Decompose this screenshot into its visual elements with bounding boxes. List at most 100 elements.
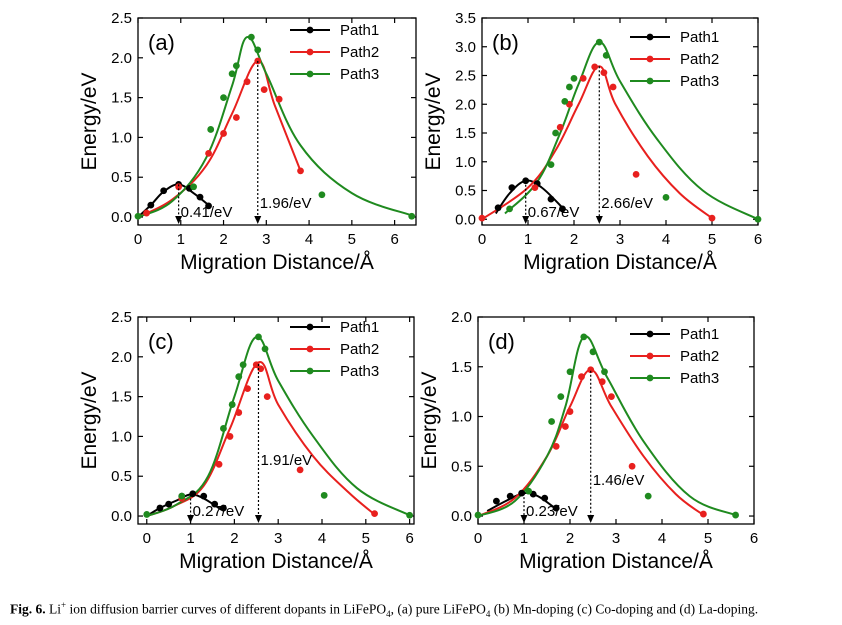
legend-label-path1: Path1 — [680, 29, 719, 46]
data-point-path1 — [494, 204, 502, 212]
x-tick-label: 6 — [390, 231, 398, 248]
data-point-path3 — [320, 491, 328, 499]
legend-marker-path1 — [306, 323, 314, 331]
data-point-path3 — [254, 46, 262, 54]
y-tick-label: 3.0 — [455, 39, 476, 56]
y-tick-label: 0.0 — [111, 209, 132, 226]
x-tick-label: 4 — [318, 530, 326, 547]
data-point-path2 — [205, 149, 212, 157]
legend-label-path3: Path3 — [340, 363, 379, 380]
data-point-path1 — [559, 205, 566, 213]
annotation-label: 1.46/eV — [593, 472, 645, 489]
x-tick-label: 4 — [662, 231, 670, 248]
series-line-path2 — [137, 60, 302, 218]
plot-frame — [481, 17, 759, 226]
data-point-path2 — [257, 365, 265, 373]
data-point-path3 — [207, 126, 215, 133]
data-point-path3 — [589, 348, 597, 356]
data-point-path3 — [255, 333, 262, 341]
figure-caption: Fig. 6. Li+ ion diffusion barrier curves… — [10, 600, 840, 619]
y-tick-label: 2.0 — [451, 309, 472, 326]
data-point-path3 — [474, 511, 482, 519]
data-point-path2 — [600, 69, 608, 77]
x-tick-label: 3 — [274, 530, 282, 547]
data-point-path3 — [235, 373, 243, 381]
data-point-path2 — [296, 466, 304, 474]
y-axis-label: Energy/eV — [422, 72, 445, 170]
x-axis-label: Migration Distance/Å — [519, 550, 713, 573]
x-tick-label: 3 — [262, 231, 270, 248]
data-point-path3 — [406, 511, 414, 519]
annotation-arrow — [587, 515, 595, 523]
annotation-label: 1.96/eV — [260, 195, 312, 212]
x-tick-label: 5 — [708, 231, 716, 248]
data-point-path3 — [644, 492, 652, 500]
data-point-path3 — [552, 129, 559, 137]
caption-sup: + — [61, 600, 67, 610]
x-tick-label: 3 — [616, 231, 624, 248]
data-point-path2 — [254, 57, 262, 65]
data-point-path3 — [602, 51, 610, 59]
data-point-path1 — [156, 504, 164, 512]
legend-label-path2: Path2 — [340, 44, 379, 61]
data-point-path3 — [318, 191, 326, 199]
y-tick-label: 1.5 — [451, 359, 472, 376]
data-point-path2 — [371, 510, 378, 518]
x-tick-label: 4 — [658, 530, 666, 547]
data-point-path2 — [552, 442, 560, 450]
legend-marker-path3 — [646, 374, 654, 382]
annotation-arrow — [520, 515, 528, 523]
data-point-path2 — [628, 462, 636, 470]
data-point-path2 — [297, 167, 304, 175]
legend-label-path1: Path1 — [340, 319, 379, 336]
data-point-path3 — [580, 333, 588, 341]
data-point-path3 — [557, 393, 565, 401]
y-axis-label: Energy/eV — [418, 371, 441, 469]
x-tick-label: 0 — [143, 530, 151, 547]
y-axis-label: Energy/eV — [78, 72, 101, 170]
legend-label-path1: Path1 — [340, 22, 379, 39]
legend-marker-path2 — [306, 48, 314, 56]
y-tick-label: 1.5 — [455, 125, 476, 142]
chart-panel-4: 0 1 2 3 4 5 6 0.0 0.5 1.0 1.5 2.0 Migration Distance… — [418, 309, 758, 573]
x-tick-label: 1 — [186, 530, 194, 547]
data-point-path3 — [239, 361, 247, 369]
data-point-path2 — [275, 95, 283, 103]
chart-panel-2: 0 1 2 3 4 5 6 0.0 0.5 1.0 1.5 2.0 2.5 3.0 3.5 Migration… — [422, 10, 762, 274]
y-axis-label: Energy/eV — [78, 371, 101, 469]
data-point-path3 — [732, 511, 739, 519]
data-point-path1 — [211, 500, 219, 508]
data-point-path1 — [205, 202, 212, 210]
annotation-arrow — [254, 216, 262, 224]
caption-text-1: Li — [49, 601, 61, 617]
x-tick-label: 0 — [134, 231, 142, 248]
caption-text-3: , (a) pure LiFePO — [390, 601, 486, 617]
x-tick-label: 1 — [177, 231, 185, 248]
data-point-path3 — [408, 212, 416, 220]
data-point-path2 — [226, 433, 234, 440]
data-point-path2 — [244, 385, 251, 393]
data-point-path2 — [566, 408, 574, 415]
data-point-path2 — [598, 378, 606, 386]
data-point-path2 — [220, 130, 227, 137]
annotation-label: 0.27/eV — [193, 503, 245, 520]
x-tick-label: 5 — [348, 231, 356, 248]
data-point-path2 — [708, 214, 716, 222]
data-point-path3 — [566, 83, 573, 91]
data-point-path2 — [232, 114, 240, 121]
data-point-path1 — [541, 494, 549, 502]
data-point-path3 — [601, 368, 608, 376]
data-point-path2 — [243, 78, 251, 86]
y-tick-label: 1.0 — [111, 428, 132, 445]
data-point-path3 — [547, 161, 555, 169]
y-tick-label: 0.5 — [451, 458, 472, 475]
x-tick-label: 6 — [754, 231, 762, 248]
x-axis-label: Migration Distance/Å — [179, 550, 373, 573]
plot-frame — [137, 17, 417, 226]
x-tick-label: 5 — [362, 530, 370, 547]
y-tick-label: 2.5 — [455, 68, 476, 85]
data-point-path3 — [220, 94, 227, 102]
data-point-path2 — [478, 214, 486, 222]
x-tick-label: 1 — [520, 530, 528, 547]
legend-label-path3: Path3 — [680, 370, 719, 387]
